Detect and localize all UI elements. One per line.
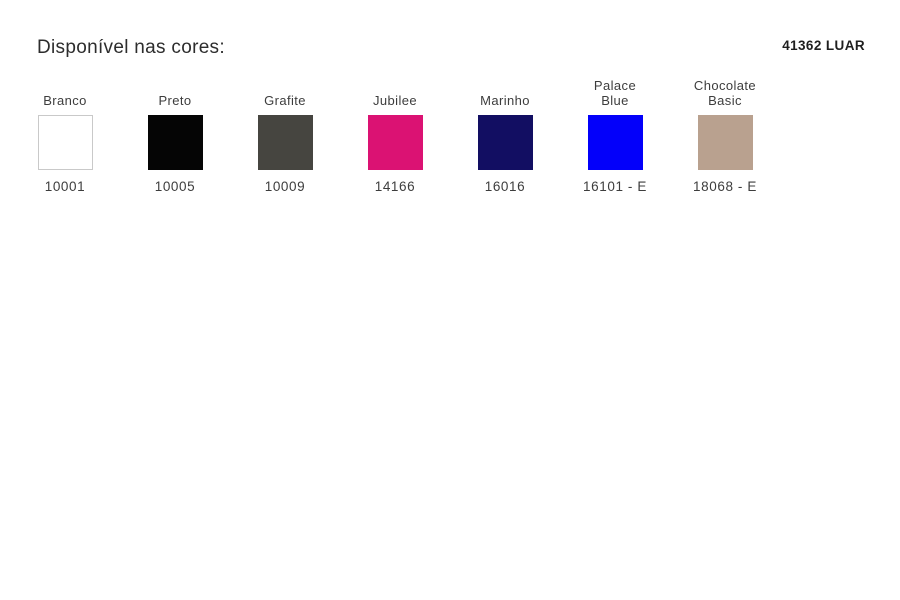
color-code: 10005 [154, 179, 196, 194]
color-swatch: Chocolate Basic 18068 - E [670, 78, 780, 194]
color-box [697, 115, 753, 170]
color-box [257, 115, 313, 170]
color-swatch: Palace Blue 16101 - E [560, 78, 670, 194]
color-code: 10009 [264, 179, 306, 194]
color-name: Preto [158, 93, 192, 108]
color-swatch: Preto 10005 [120, 78, 230, 194]
color-name: Palace Blue [593, 78, 637, 108]
color-code: 16101 - E [583, 179, 647, 194]
color-name: Grafite [264, 93, 306, 108]
color-swatch: Grafite 10009 [230, 78, 340, 194]
color-code: 14166 [374, 179, 416, 194]
color-box [147, 115, 203, 170]
color-code: 10001 [44, 179, 86, 194]
color-box [587, 115, 643, 170]
page-title: Disponível nas cores: [37, 37, 225, 58]
color-code: 16016 [484, 179, 526, 194]
color-swatch: Jubilee 14166 [340, 78, 450, 194]
color-swatch: Branco 10001 [10, 78, 120, 194]
color-name: Branco [43, 93, 87, 108]
color-code: 18068 - E [693, 179, 757, 194]
color-box [37, 115, 93, 170]
color-box [477, 115, 533, 170]
color-swatch-row: Branco 10001 Preto 10005 Grafite 10009 J… [10, 78, 780, 194]
color-box [367, 115, 423, 170]
color-name: Marinho [480, 93, 530, 108]
color-name: Jubilee [373, 93, 417, 108]
color-swatch: Marinho 16016 [450, 78, 560, 194]
product-code: 41362 LUAR [782, 38, 865, 53]
color-name: Chocolate Basic [693, 78, 757, 108]
